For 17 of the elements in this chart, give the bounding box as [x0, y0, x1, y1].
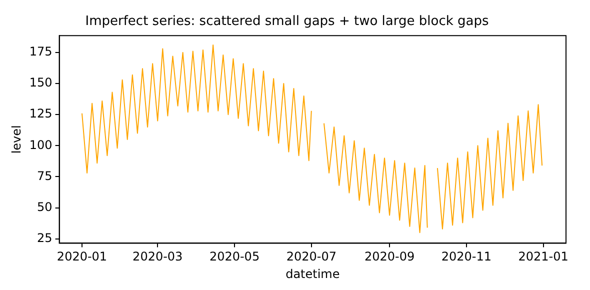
y-tick-label: 125 — [29, 106, 52, 121]
x-tick-label: 2020-03 — [132, 250, 183, 264]
x-tick-label: 2020-09 — [364, 250, 415, 264]
y-tick-label: 50 — [37, 200, 52, 214]
x-tick-label: 2020-01 — [56, 250, 108, 264]
y-tick-label: 150 — [29, 76, 52, 90]
x-tick-label: 2020-05 — [209, 250, 260, 264]
x-tick-label: 2021-01 — [518, 250, 568, 264]
chart-title: Imperfect series: scattered small gaps + two large block gaps — [85, 14, 489, 30]
y-tick-label: 25 — [37, 230, 52, 245]
y-tick-label: 100 — [29, 138, 52, 152]
x-tick-label: 2020-07 — [286, 250, 336, 264]
x-tick-label: 2020-11 — [441, 250, 492, 264]
y-axis-title: level — [9, 125, 24, 154]
x-axis-title: datetime — [286, 266, 340, 281]
y-tick-label: 75 — [37, 168, 52, 183]
y-tick-label: 175 — [29, 44, 52, 59]
